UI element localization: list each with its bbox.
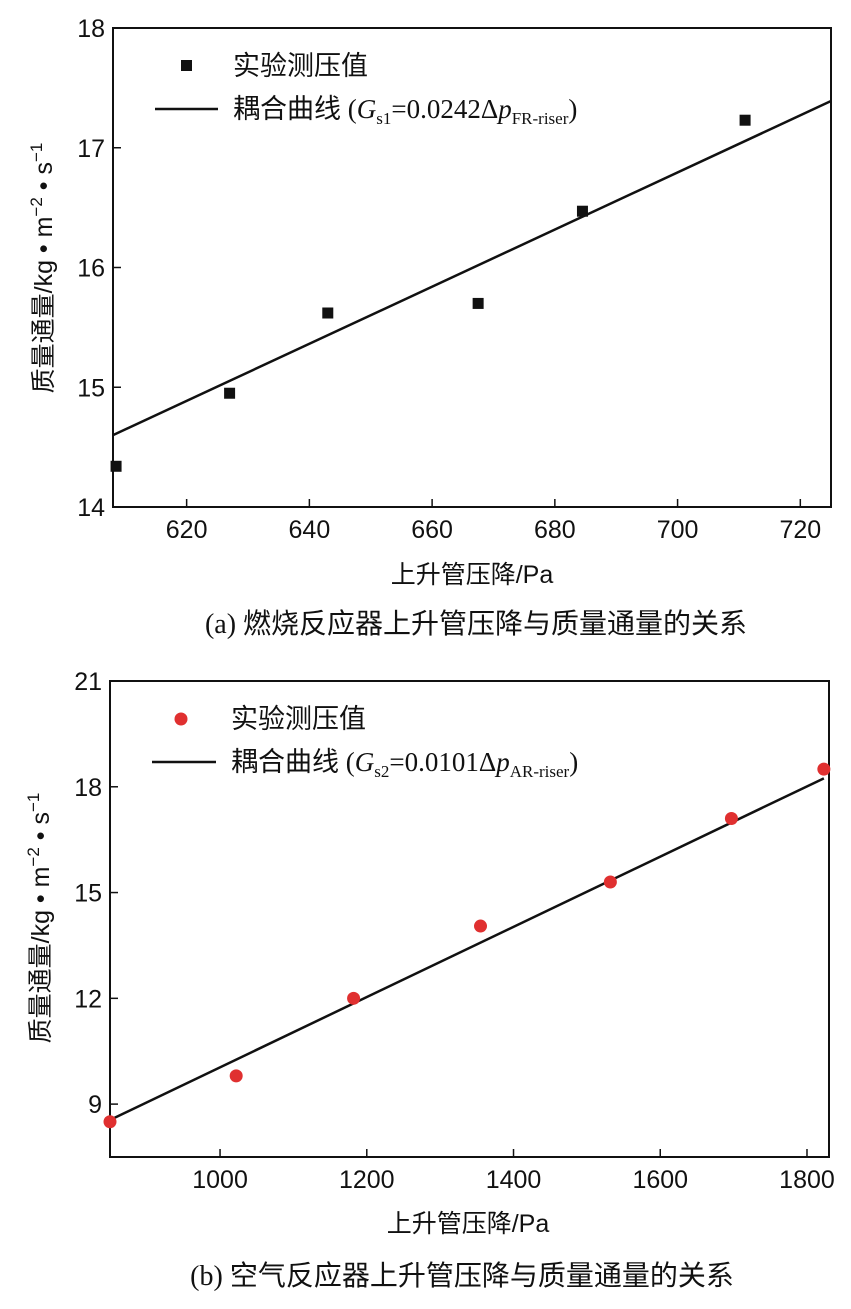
legend-fit-label: 耦合曲线 (Gs1=0.0242ΔpFR-riser) [233,94,577,128]
x-tick-label: 700 [657,516,699,544]
y-tick-label: 12 [74,985,102,1013]
data-point [229,1069,243,1083]
data-marks [103,762,831,1129]
x-tick-label: 1000 [192,1166,248,1194]
data-point [724,812,738,826]
data-point [474,919,488,933]
x-tick-label: 640 [289,516,331,544]
fit-line [112,99,832,437]
y-tick-label: 14 [77,494,105,522]
x-tick-label: 720 [779,516,821,544]
legend: 实验测压值 耦合曲线 (Gs2=0.0101ΔpAR-riser) [152,704,578,781]
x-tick-label: 1800 [779,1166,835,1194]
data-point [576,205,588,217]
data-point [817,762,831,776]
legend-points-label: 实验测压值 [233,51,368,81]
y-tick-label: 18 [74,774,102,802]
y-tick-label: 16 [77,255,105,283]
y-tick-label: 18 [77,15,105,43]
caption-a: (a) 燃烧反应器上升管压降与质量通量的关系 [205,608,747,640]
y-axis-label: 质量通量/kg • m−2 • s−1 [24,793,55,1044]
legend-points-label: 实验测压值 [231,704,366,734]
y-tick-label: 9 [88,1091,102,1119]
x-tick-label: 1600 [632,1166,688,1194]
y-tick-label: 15 [74,880,102,908]
y-tick-label: 21 [74,668,102,696]
data-point [103,1115,117,1129]
plot-frame [109,680,830,1158]
axis-ticks: 1000 1200 1400 1600 1800 9 12 15 18 21 [74,668,835,1194]
legend-marker-square [181,60,192,71]
x-axis-label: 上升管压降/Pa [387,1210,550,1238]
data-point [110,460,122,472]
x-tick-label: 1400 [486,1166,542,1194]
chart-panel-b: 1000 1200 1400 1600 1800 9 12 15 18 21 实验测压值 耦合曲线… [24,668,835,1292]
data-point [472,297,484,309]
data-point [603,875,617,889]
x-tick-label: 660 [411,516,453,544]
data-point [739,114,751,126]
caption-b: (b) 空气反应器上升管压降与质量通量的关系 [190,1260,734,1292]
y-tick-label: 15 [77,374,105,402]
x-axis-label: 上升管压降/Pa [391,561,554,589]
chart-panel-a: 620 640 660 680 700 720 14 15 16 17 18 实验测压值 耦合曲线 … [27,15,832,640]
legend: 实验测压值 耦合曲线 (Gs1=0.0242ΔpFR-riser) [155,51,577,128]
data-point [224,387,236,399]
legend-fit-label: 耦合曲线 (Gs2=0.0101ΔpAR-riser) [231,747,578,781]
legend-marker-circle [174,712,188,726]
y-tick-label: 17 [77,135,105,163]
y-axis-label: 质量通量/kg • m−2 • s−1 [27,143,58,394]
x-tick-label: 620 [166,516,208,544]
data-point [347,991,361,1005]
data-marks [110,99,832,472]
data-point [322,307,334,319]
x-tick-label: 1200 [339,1166,395,1194]
axis-ticks: 620 640 660 680 700 720 14 15 16 17 18 [77,15,821,544]
x-tick-label: 680 [534,516,576,544]
fit-line [109,777,825,1122]
